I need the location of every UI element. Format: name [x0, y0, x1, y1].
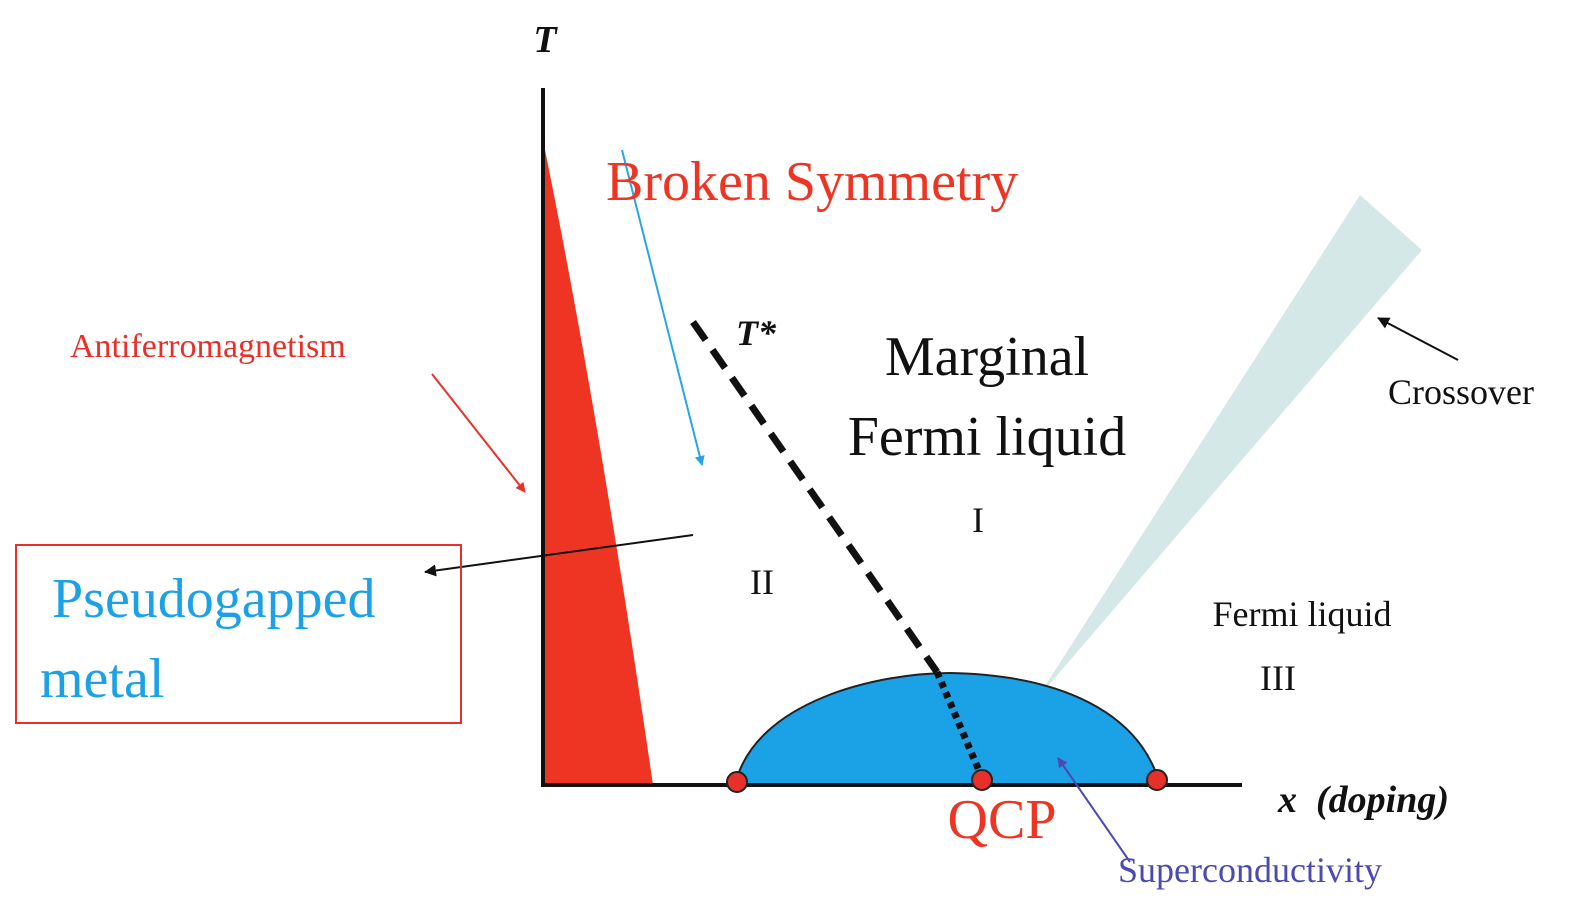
- qcp-point: [971, 769, 993, 791]
- arrow: [431, 373, 526, 493]
- region-label: Fermi liquid: [848, 406, 1126, 468]
- region-number: III: [1260, 658, 1296, 698]
- region-label: Marginal: [885, 326, 1089, 388]
- region-number: II: [750, 562, 774, 602]
- arrow: [424, 534, 694, 577]
- arrow: [621, 149, 705, 466]
- region-label: Fermi liquid: [1213, 594, 1392, 634]
- pseudogap-label: metal: [40, 648, 164, 710]
- x-axis-label: x (doping): [1277, 779, 1449, 821]
- arrow: [1057, 757, 1131, 863]
- broken-symmetry-label: Broken Symmetry: [606, 151, 1018, 213]
- region-number: I: [972, 500, 984, 540]
- crossover-wedge: [1036, 195, 1422, 700]
- y-axis-label: T: [533, 19, 558, 61]
- crossover-label: Crossover: [1388, 372, 1534, 412]
- phase-label: Antiferromagnetism: [70, 328, 346, 365]
- antiferromagnetic-region: [543, 140, 653, 785]
- phase-label: Superconductivity: [1118, 850, 1382, 890]
- critical-point: [1146, 769, 1168, 791]
- qcp-label: QCP: [948, 789, 1057, 851]
- highlight-box: [15, 544, 462, 724]
- t-star-label: T*: [736, 313, 777, 353]
- critical-point: [726, 771, 748, 793]
- t-star-dotted: [933, 670, 987, 782]
- superconducting-dome: [733, 671, 1162, 786]
- pseudogap-label: Pseudogapped: [52, 568, 376, 630]
- arrow: [1377, 317, 1459, 361]
- t-star-line: [690, 319, 940, 675]
